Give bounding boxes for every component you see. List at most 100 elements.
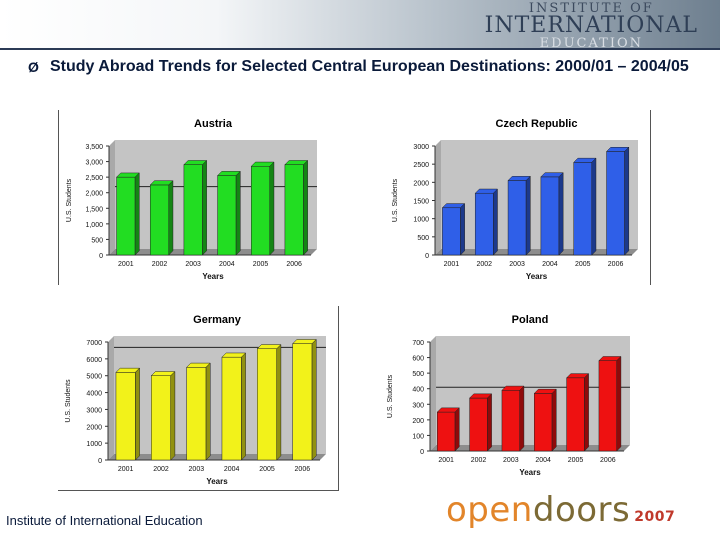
bar-2006 — [598, 360, 617, 452]
x-axis-label: Years — [519, 468, 541, 477]
x-tick-label: 2001 — [444, 261, 460, 268]
chart-title: Germany — [193, 314, 242, 326]
logo-line-1: INSTITUTE OF — [528, 1, 654, 16]
bar-2005 — [257, 348, 277, 461]
bar-2003 — [186, 367, 207, 461]
y-tick-label: 400 — [412, 387, 424, 394]
chart-panel-poland: Poland 0 100 200 300 400 500 600 700 2001 2002 2003… — [380, 306, 642, 481]
bar-side-2001 — [134, 172, 140, 256]
bar-2001 — [115, 372, 136, 461]
y-tick-label: 7000 — [86, 340, 102, 347]
side-wall — [435, 140, 441, 255]
bar-2003 — [507, 180, 527, 256]
x-tick-label: 2004 — [542, 261, 558, 268]
bar-2001 — [116, 176, 136, 256]
bar-2001 — [437, 411, 456, 452]
logo-line-2: INTERNATIONAL — [484, 13, 698, 38]
x-tick-label: 2006 — [295, 466, 311, 473]
x-tick-label: 2005 — [575, 261, 591, 268]
brand-open: open — [446, 490, 533, 530]
x-tick-label: 2005 — [259, 466, 275, 473]
bar-side-2002 — [168, 180, 174, 256]
header-banner — [0, 0, 720, 48]
y-tick-label: 2500 — [413, 162, 429, 169]
bar-2002 — [151, 375, 171, 461]
bar-2002 — [149, 184, 170, 256]
bar-2002 — [469, 397, 488, 452]
bar-side-2002 — [493, 188, 498, 256]
x-tick-label: 2004 — [224, 466, 240, 473]
chart-title: Poland — [512, 314, 549, 326]
footer-institute: Institute of International Education — [6, 513, 203, 528]
bar-side-2002 — [170, 370, 176, 461]
chart-poland: Poland 0 100 200 300 400 500 600 700 2001 2002 2003… — [387, 314, 630, 477]
y-tick-label: 1,500 — [85, 206, 103, 213]
y-tick-label: 1000 — [86, 441, 102, 448]
bar-side-2001 — [460, 202, 465, 256]
y-tick-label: 100 — [412, 433, 424, 440]
x-tick-label: 2006 — [600, 457, 616, 464]
y-tick-label: 3000 — [86, 407, 102, 414]
y-tick-label: 0 — [420, 449, 424, 456]
brand-year: 2007 — [634, 509, 676, 525]
y-tick-label: 500 — [412, 371, 424, 378]
plot-back-wall — [436, 336, 630, 445]
y-tick-label: 2,000 — [85, 191, 103, 198]
y-tick-label: 1000 — [413, 217, 429, 224]
y-tick-label: 600 — [412, 356, 424, 363]
bar-2004 — [534, 393, 553, 452]
bar-side-2006 — [616, 355, 622, 452]
y-tick-label: 3000 — [413, 144, 429, 151]
y-tick-label: 0 — [98, 458, 102, 465]
bar-2005 — [566, 377, 585, 452]
x-tick-label: 2003 — [189, 466, 205, 473]
slide-title: Study Abroad Trends for Selected Central… — [50, 58, 689, 75]
iie-logo: INSTITUTE OF INTERNATIONAL EDUCATION — [485, 2, 698, 50]
bar-side-2004 — [558, 172, 564, 256]
opendoors-logo: opendoors 2007 — [446, 490, 675, 537]
bar-side-2001 — [135, 367, 140, 461]
bar-side-2003 — [205, 362, 211, 461]
y-tick-label: 1,000 — [85, 222, 103, 229]
bar-2004 — [217, 175, 237, 256]
x-tick-label: 2003 — [509, 261, 525, 268]
x-tick-label: 2004 — [535, 457, 551, 464]
side-wall — [108, 336, 114, 460]
x-tick-label: 2001 — [118, 261, 134, 268]
y-tick-label: 300 — [412, 402, 424, 409]
y-tick-label: 5000 — [86, 374, 102, 381]
y-tick-label: 3,000 — [85, 160, 103, 167]
side-wall — [109, 140, 115, 255]
y-tick-label: 0 — [425, 253, 429, 260]
bar-2003 — [183, 164, 203, 256]
bar-2002 — [474, 192, 494, 256]
x-tick-label: 2006 — [286, 261, 302, 268]
x-tick-label: 2003 — [185, 261, 201, 268]
chart-panel-austria: Austria 0 500 1,000 1,500 2,000 2,500 3,000 3,50… — [58, 110, 329, 285]
x-tick-label: 2001 — [118, 466, 134, 473]
plot-back-wall — [115, 140, 317, 249]
x-tick-label: 2002 — [476, 261, 492, 268]
bar-2006 — [606, 151, 625, 256]
y-tick-label: 3,500 — [85, 144, 103, 151]
bar-side-2005 — [591, 157, 597, 256]
y-tick-label: 2,500 — [85, 175, 103, 182]
bar-side-2006 — [303, 159, 308, 256]
chart-panel-germany: Germany 0 1000 2000 3000 4000 5000 6000 7000 2001… — [58, 306, 339, 491]
chart-panel-czech: Czech Republic 0 500 1000 1500 2000 2500 3000 20… — [385, 110, 651, 285]
x-tick-label: 2002 — [471, 457, 487, 464]
y-tick-label: 500 — [417, 235, 429, 242]
header-rule — [0, 48, 720, 50]
bar-side-2005 — [276, 343, 282, 461]
x-tick-label: 2003 — [503, 457, 519, 464]
chart-title: Czech Republic — [496, 118, 578, 130]
bar-side-2003 — [519, 385, 525, 452]
bullet-arrow-icon: Ø — [28, 59, 39, 75]
chart-czech: Czech Republic 0 500 1000 1500 2000 2500 3000 20… — [392, 118, 638, 281]
bar-side-2004 — [551, 388, 557, 452]
y-tick-label: 500 — [91, 237, 103, 244]
bar-side-2002 — [487, 393, 492, 452]
x-tick-label: 2005 — [253, 261, 269, 268]
logo-line-3: EDUCATION — [539, 36, 643, 51]
y-axis-label: U.S. Students — [387, 374, 394, 418]
